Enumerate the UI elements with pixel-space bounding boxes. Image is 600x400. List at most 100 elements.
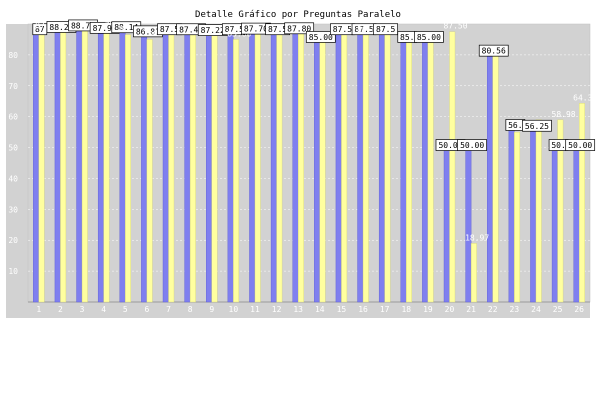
- bar-series-1: [378, 31, 385, 303]
- bar-series-1: [573, 147, 580, 303]
- data-label-series-1: 87.5: [268, 25, 287, 34]
- bar-series-2: [81, 27, 88, 303]
- x-tick-label: 4: [101, 305, 106, 314]
- bar-series-1: [443, 147, 450, 303]
- bar-series-1: [227, 31, 234, 303]
- x-tick-label: 3: [80, 305, 85, 314]
- data-label-series-1: 85.00: [417, 33, 441, 42]
- data-label-series-1: 87.5: [376, 25, 395, 34]
- y-tick-label: 80: [8, 51, 18, 60]
- data-label-box: [522, 119, 552, 132]
- x-tick-label: 6: [144, 305, 149, 314]
- x-tick-label: 15: [337, 305, 347, 314]
- bar-series-1: [141, 33, 148, 303]
- x-tick-label: 19: [423, 305, 433, 314]
- x-tick-label: 20: [445, 305, 455, 314]
- bar-series-2: [341, 31, 348, 303]
- data-label-series-2: 64.34: [573, 93, 597, 102]
- bar-series-2: [384, 31, 391, 303]
- bar-series-1: [54, 29, 61, 303]
- x-tick-label: 24: [531, 305, 541, 314]
- bar-series-1: [508, 127, 515, 303]
- bar-series-2: [297, 30, 304, 303]
- bar-series-2: [211, 29, 218, 303]
- data-label-series-2: 87.5: [35, 22, 54, 31]
- y-tick-label: 20: [8, 236, 18, 245]
- y-tick-label: 70: [8, 82, 18, 91]
- x-tick-label: 21: [466, 305, 476, 314]
- bar-series-1: [97, 30, 104, 303]
- bar-series-1: [119, 29, 126, 303]
- data-label-box: [284, 22, 315, 35]
- y-tick-label: 50: [8, 144, 18, 153]
- data-label-series-1: 88.24: [49, 23, 73, 32]
- bar-series-1: [184, 31, 191, 303]
- x-tick-label: 2: [58, 305, 63, 314]
- x-tick-label: 14: [315, 305, 325, 314]
- bar-series-1: [357, 31, 364, 303]
- data-label-series-1: 87.5: [354, 25, 373, 34]
- data-label-series-2: 87.50: [443, 22, 467, 31]
- data-label-series-1: 56.: [508, 121, 522, 130]
- x-tick-label: 18: [401, 305, 411, 314]
- data-label-series-1: 87.22: [201, 26, 225, 35]
- data-label-series-2: 18.97: [465, 233, 489, 242]
- bar-series-2: [125, 34, 131, 303]
- x-tick-label: 11: [250, 305, 260, 314]
- x-tick-label: 5: [123, 305, 128, 314]
- bar-series-1: [465, 147, 472, 303]
- x-tick-label: 12: [272, 305, 282, 314]
- data-label-series-1: 88.14: [114, 23, 138, 32]
- bar-series-2: [557, 119, 564, 303]
- bar-series-2: [427, 42, 434, 303]
- bar-series-1: [33, 31, 40, 303]
- bar-series-1: [422, 39, 429, 303]
- data-label-series-2: 50: [105, 19, 115, 28]
- bar-series-2: [146, 39, 153, 303]
- data-label-series-1: 50.: [551, 141, 565, 150]
- bar-series-2: [254, 30, 261, 303]
- bar-series-2: [578, 103, 585, 303]
- x-tick-label: 1: [36, 305, 41, 314]
- data-label-box: [457, 139, 487, 151]
- bar-series-2: [362, 34, 369, 303]
- bar-series-1: [249, 30, 256, 303]
- data-label-box: [414, 31, 444, 43]
- bar-series-2: [514, 131, 521, 303]
- data-label-series-2: 86.48: [357, 25, 381, 34]
- data-label-series-1: 85.: [400, 33, 414, 42]
- data-label-box: [305, 31, 336, 43]
- data-label-series-1: 87.5: [160, 25, 179, 34]
- bar-series-2: [103, 28, 110, 303]
- plot-frame: [27, 23, 591, 303]
- data-label-series-1: 87.5: [225, 25, 244, 34]
- data-label-series-1: 56.25: [525, 122, 549, 131]
- x-tick-label: 13: [293, 305, 303, 314]
- bar-series-1: [162, 31, 169, 303]
- data-label-series-1: 85.00: [309, 33, 333, 42]
- x-tick-label: 25: [553, 305, 563, 314]
- bar-series-1: [206, 32, 212, 303]
- data-label-series-1: 88.73: [71, 21, 95, 30]
- bar-series-1: [292, 30, 299, 303]
- data-label-series-1: 87.49: [179, 25, 203, 34]
- data-label-series-1: 50.00: [568, 141, 592, 150]
- data-label-series-1: 87.80: [287, 24, 311, 33]
- y-tick-label: 60: [8, 113, 18, 122]
- data-label-series-1: 87.70: [244, 25, 268, 34]
- bar-series-2: [60, 29, 67, 303]
- data-label-box: [565, 139, 596, 151]
- bar-series-1: [530, 128, 537, 303]
- data-label-series-1: 50.00: [460, 141, 484, 150]
- x-tick-label: 26: [574, 305, 584, 314]
- y-tick-label: 40: [8, 174, 18, 183]
- data-label-series-1: 80.56: [482, 47, 506, 56]
- data-label-box: [373, 23, 399, 36]
- data-label-box: [478, 44, 509, 57]
- y-tick-label: 10: [8, 267, 18, 276]
- x-tick-label: 22: [488, 305, 498, 314]
- bar-series-1: [487, 52, 493, 303]
- data-label-series-2: 58.98: [552, 110, 576, 119]
